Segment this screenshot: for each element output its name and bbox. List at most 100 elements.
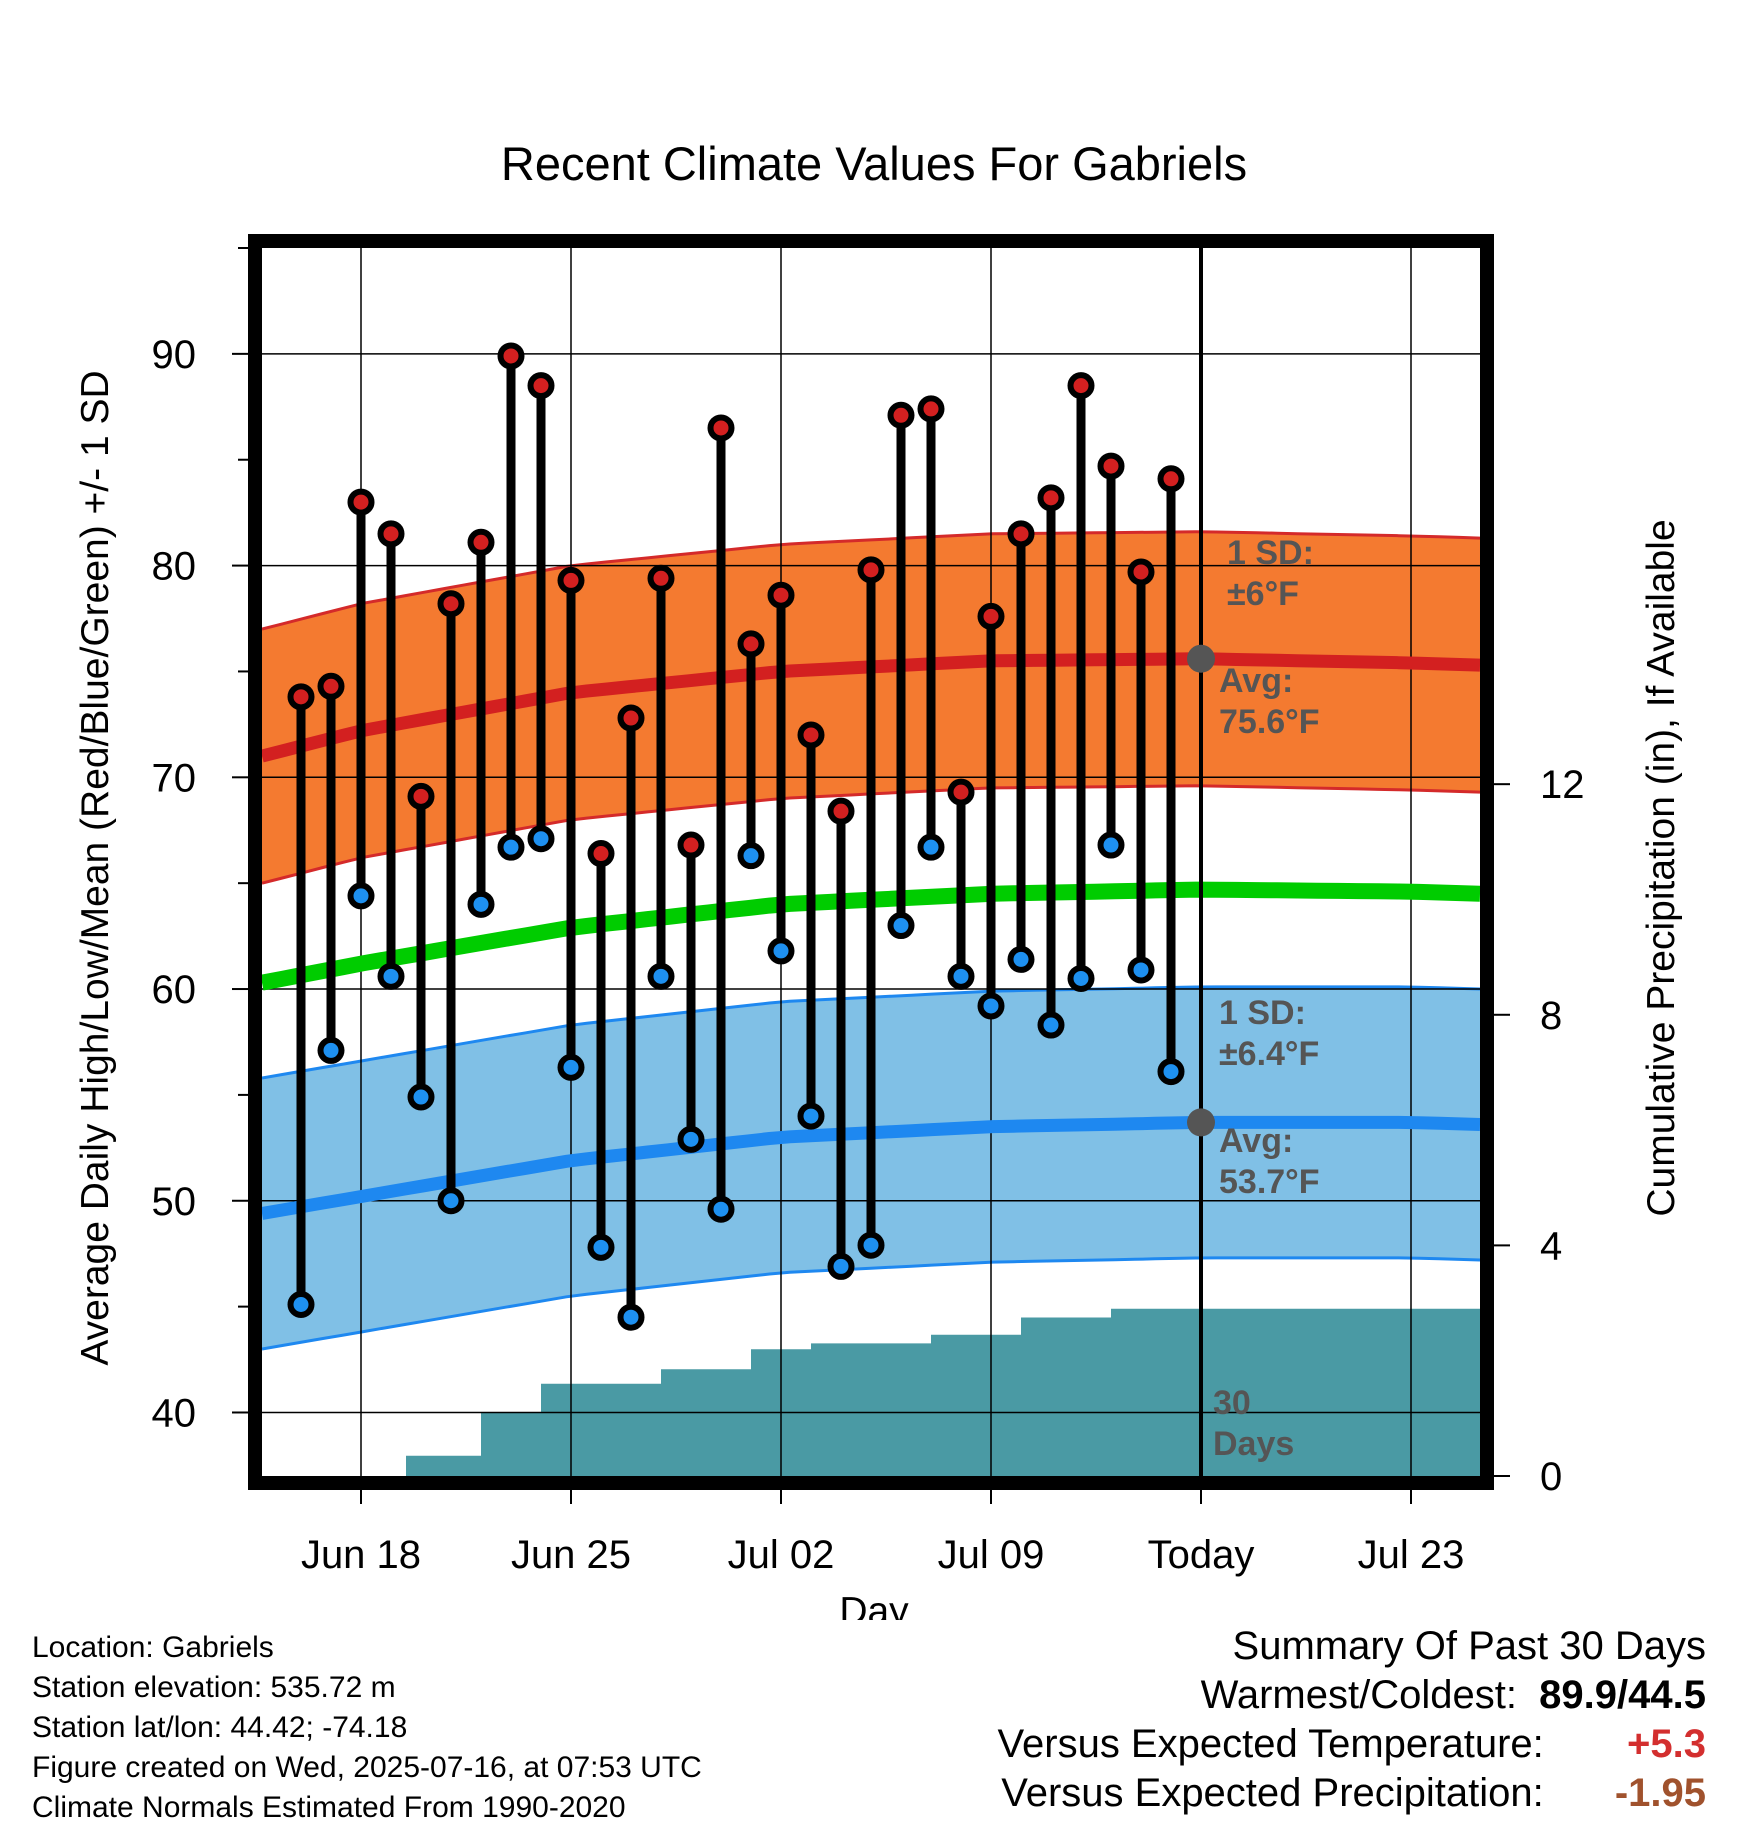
daily-low-point — [797, 1102, 825, 1130]
x-tick-label: Today — [1148, 1533, 1255, 1577]
daily-low-point — [857, 1231, 885, 1259]
window-annotation-line: 30 — [1213, 1384, 1251, 1422]
daily-low-point — [527, 825, 555, 853]
today-low-normal-marker — [1187, 1108, 1215, 1137]
daily-low-point — [497, 833, 525, 861]
low-sd-annotation-line: 1 SD: — [1219, 994, 1306, 1032]
x-tick-label: Jul 09 — [938, 1533, 1045, 1577]
y2-tick-label: 4 — [1540, 1224, 1562, 1268]
daily-high-point — [1037, 484, 1065, 512]
today-high-normal-marker — [1187, 644, 1215, 673]
daily-low-point — [617, 1303, 645, 1331]
latlon-text: Station lat/lon: 44.42; -74.18 — [32, 1711, 408, 1744]
daily-low-point — [767, 937, 795, 965]
daily-low-point — [947, 962, 975, 990]
high-avg-annotation-line: Avg: — [1219, 662, 1293, 700]
daily-low-point — [677, 1125, 705, 1153]
daily-high-point — [347, 488, 375, 516]
x-axis-label: Day — [839, 1590, 909, 1620]
normals-text: Climate Normals Estimated From 1990-2020 — [32, 1791, 626, 1824]
station-info: Location: Gabriels Station elevation: 53… — [32, 1628, 702, 1828]
warmest-coldest-row: Warmest/Coldest: 89.9/44.5 — [998, 1671, 1706, 1720]
daily-low-point — [1037, 1011, 1065, 1039]
precip-vs-expected-value: -1.95 — [1614, 1771, 1706, 1815]
daily-high-point — [407, 782, 435, 810]
y2-tick-label: 12 — [1540, 763, 1585, 807]
daily-high-point — [1157, 465, 1185, 493]
daily-high-point — [887, 401, 915, 429]
precipitation-area — [262, 1308, 1480, 1476]
climate-chart: Recent Climate Values For Gabriels 1 SD:… — [74, 137, 1683, 1620]
low-sd-annotation: 1 SD: ±6.4°F — [1219, 994, 1319, 1073]
daily-high-point — [737, 630, 765, 658]
temp-vs-expected-value: +5.3 — [1627, 1722, 1706, 1766]
plot-frame — [248, 234, 1494, 1490]
daily-low-point — [707, 1195, 735, 1223]
created-text: Figure created on Wed, 2025-07-16, at 07… — [32, 1751, 702, 1784]
daily-high-point — [977, 602, 1005, 630]
daily-low-point — [287, 1291, 315, 1319]
high-avg-annotation-line: 75.6°F — [1219, 703, 1320, 741]
warmest-coldest-label: Warmest/Coldest: — [1200, 1673, 1517, 1717]
daily-high-point — [947, 778, 975, 806]
y2-tick-label: 8 — [1540, 994, 1562, 1038]
x-tick-label: Jul 23 — [1358, 1533, 1465, 1577]
daily-low-point — [1007, 945, 1035, 973]
daily-low-point — [467, 890, 495, 918]
warmest-coldest-value: 89.9/44.5 — [1539, 1673, 1706, 1717]
y-tick-label: 70 — [152, 756, 197, 800]
daily-high-point — [827, 797, 855, 825]
y-tick-label: 40 — [152, 1391, 197, 1435]
daily-high-point — [797, 721, 825, 749]
daily-high-point — [527, 372, 555, 400]
low-sd-lower-edge — [262, 1256, 1480, 1351]
daily-high-point — [497, 342, 525, 370]
daily-high-point — [857, 556, 885, 584]
daily-low-point — [887, 912, 915, 940]
low-avg-annotation-line: 53.7°F — [1219, 1163, 1320, 1201]
daily-high-point — [677, 831, 705, 859]
daily-high-point — [467, 528, 495, 556]
high-sd-annotation-line: ±6°F — [1227, 575, 1299, 613]
daily-high-point — [587, 840, 615, 868]
daily-high-point — [647, 564, 675, 592]
daily-low-point — [407, 1083, 435, 1111]
chart-title: Recent Climate Values For Gabriels — [501, 137, 1247, 190]
low-avg-annotation: Avg: 53.7°F — [1219, 1122, 1320, 1201]
window-annotation: 30 Days — [1213, 1384, 1294, 1463]
daily-low-point — [317, 1036, 345, 1064]
y-tick-label: 90 — [152, 333, 197, 377]
daily-low-point — [1097, 831, 1125, 859]
precip-vs-expected-label: Versus Expected Precipitation: — [1001, 1771, 1544, 1815]
daily-high-point — [317, 672, 345, 700]
daily-high-point — [917, 395, 945, 423]
temp-vs-expected-row: Versus Expected Temperature: +5.3 — [998, 1720, 1706, 1769]
high-sd-annotation: 1 SD: ±6°F — [1227, 534, 1314, 613]
precip-vs-expected-row: Versus Expected Precipitation: -1.95 — [998, 1769, 1706, 1818]
daily-high-point — [287, 683, 315, 711]
daily-low-point — [347, 882, 375, 910]
daily-high-point — [557, 566, 585, 594]
summary-title: Summary Of Past 30 Days — [1232, 1624, 1706, 1668]
low-avg-annotation-line: Avg: — [1219, 1122, 1293, 1160]
daily-low-point — [437, 1187, 465, 1215]
high-avg-annotation: Avg: 75.6°F — [1219, 662, 1320, 741]
daily-high-point — [767, 581, 795, 609]
y-tick-label: 50 — [152, 1180, 197, 1224]
location-text: Location: Gabriels — [32, 1631, 274, 1664]
daily-high-point — [377, 520, 405, 548]
daily-low-point — [1127, 956, 1155, 984]
daily-low-point — [557, 1053, 585, 1081]
high-sd-annotation-line: 1 SD: — [1227, 534, 1314, 572]
low-sd-annotation-line: ±6.4°F — [1219, 1035, 1319, 1073]
daily-low-point — [977, 992, 1005, 1020]
x-tick-label: Jul 02 — [728, 1533, 835, 1577]
daily-high-point — [437, 590, 465, 618]
daily-low-point — [377, 962, 405, 990]
daily-low-point — [917, 833, 945, 861]
y2-tick-label: 0 — [1540, 1455, 1562, 1499]
daily-low-point — [827, 1252, 855, 1280]
high-sd-upper-edge — [262, 530, 1480, 631]
